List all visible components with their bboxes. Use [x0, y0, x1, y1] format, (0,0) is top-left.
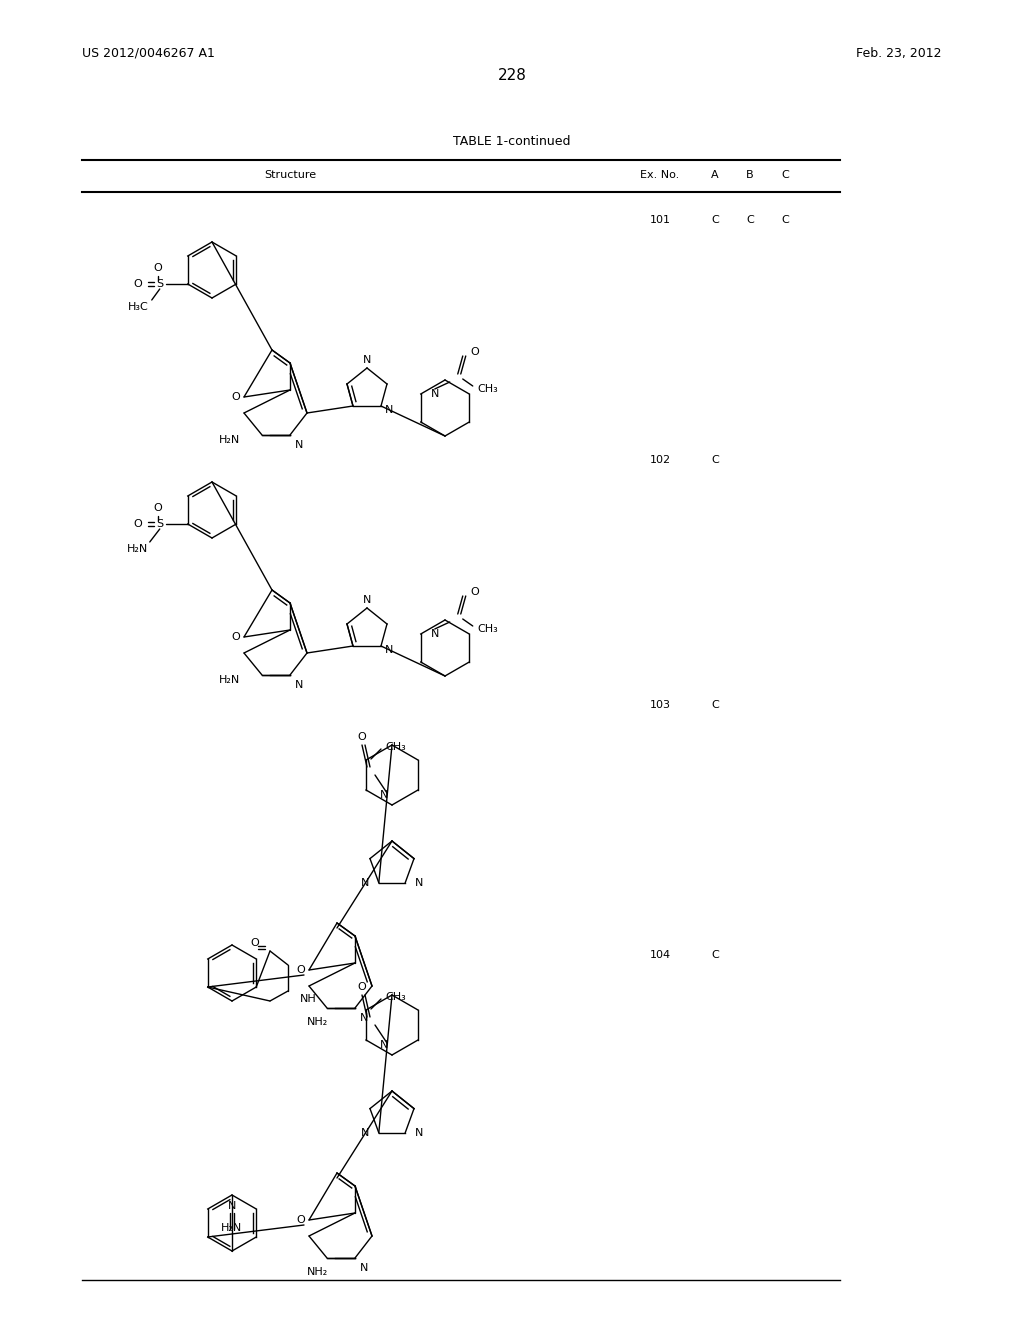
- Text: H₂N: H₂N: [127, 544, 148, 554]
- Text: H₂N: H₂N: [219, 675, 240, 685]
- Text: 103: 103: [649, 700, 671, 710]
- Text: N: N: [431, 389, 439, 399]
- Text: O: O: [231, 632, 241, 642]
- Text: C: C: [781, 215, 788, 224]
- Text: Feb. 23, 2012: Feb. 23, 2012: [856, 48, 942, 59]
- Text: O: O: [357, 733, 367, 742]
- Text: N: N: [360, 1263, 369, 1272]
- Text: N: N: [380, 1040, 388, 1049]
- Text: O: O: [297, 965, 305, 975]
- Text: N: N: [380, 789, 388, 800]
- Text: O: O: [470, 347, 479, 356]
- Text: NH: NH: [300, 994, 316, 1005]
- Text: H₂N: H₂N: [221, 1224, 243, 1233]
- Text: CH₃: CH₃: [478, 624, 499, 634]
- Text: NH₂: NH₂: [306, 1016, 328, 1027]
- Text: C: C: [711, 215, 719, 224]
- Text: B: B: [746, 170, 754, 180]
- Text: Structure: Structure: [264, 170, 316, 180]
- Text: N: N: [431, 630, 439, 639]
- Text: N: N: [360, 1012, 369, 1023]
- Text: C: C: [711, 455, 719, 465]
- Text: Ex. No.: Ex. No.: [640, 170, 680, 180]
- Text: US 2012/0046267 A1: US 2012/0046267 A1: [82, 48, 215, 59]
- Text: O: O: [251, 939, 259, 948]
- Text: CH₃: CH₃: [385, 993, 406, 1002]
- Text: 101: 101: [649, 215, 671, 224]
- Text: S: S: [157, 519, 163, 529]
- Text: O: O: [133, 519, 141, 529]
- Text: 104: 104: [649, 950, 671, 960]
- Text: NH₂: NH₂: [306, 1267, 328, 1276]
- Text: N: N: [360, 1127, 369, 1138]
- Text: O: O: [154, 263, 162, 273]
- Text: O: O: [470, 587, 479, 597]
- Text: O: O: [133, 279, 141, 289]
- Text: H₂N: H₂N: [219, 436, 240, 445]
- Text: CH₃: CH₃: [385, 742, 406, 752]
- Text: N: N: [295, 440, 303, 450]
- Text: H₃C: H₃C: [127, 302, 148, 312]
- Text: N: N: [385, 405, 393, 414]
- Text: C: C: [746, 215, 754, 224]
- Text: O: O: [357, 982, 367, 993]
- Text: N: N: [385, 645, 393, 655]
- Text: 228: 228: [498, 69, 526, 83]
- Text: O: O: [231, 392, 241, 403]
- Text: N: N: [415, 878, 424, 888]
- Text: 102: 102: [649, 455, 671, 465]
- Text: C: C: [711, 700, 719, 710]
- Text: N: N: [295, 680, 303, 690]
- Text: C: C: [711, 950, 719, 960]
- Text: A: A: [712, 170, 719, 180]
- Text: N: N: [415, 1127, 424, 1138]
- Text: N: N: [360, 878, 369, 888]
- Text: N: N: [227, 1201, 237, 1210]
- Text: TABLE 1-continued: TABLE 1-continued: [454, 135, 570, 148]
- Text: N: N: [362, 595, 371, 605]
- Text: CH₃: CH₃: [478, 384, 499, 393]
- Text: S: S: [157, 279, 163, 289]
- Text: N: N: [362, 355, 371, 366]
- Text: O: O: [154, 503, 162, 513]
- Text: O: O: [297, 1214, 305, 1225]
- Text: C: C: [781, 170, 788, 180]
